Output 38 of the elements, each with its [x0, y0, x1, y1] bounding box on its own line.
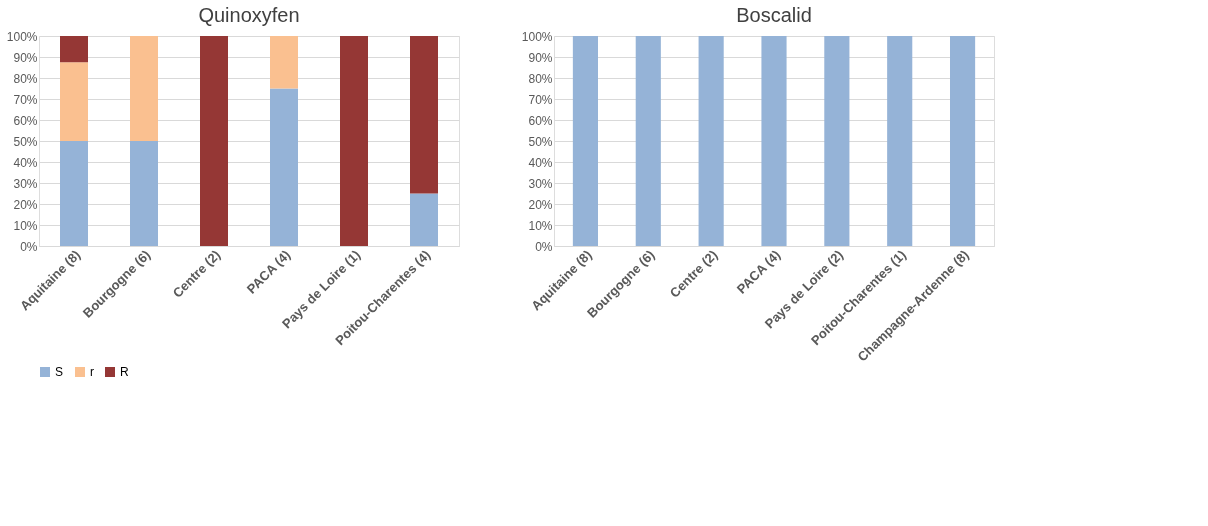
y-tick-label: 100% — [6, 29, 38, 44]
legend-label: R — [120, 365, 129, 379]
y-tick-label: 40% — [13, 155, 38, 170]
y-tick-label: 30% — [528, 176, 553, 191]
bar — [200, 36, 228, 246]
y-tick-label: 20% — [528, 197, 553, 212]
chart-title: Quinoxyfen — [198, 4, 300, 26]
bar — [60, 62, 88, 141]
bar — [340, 36, 368, 246]
y-tick-label: 60% — [528, 113, 553, 128]
chart-title: Boscalid — [736, 4, 812, 26]
y-tick-label: 80% — [13, 71, 38, 86]
y-tick-label: 50% — [528, 134, 553, 149]
y-tick-label: 10% — [528, 218, 553, 233]
y-tick-label: 40% — [528, 155, 553, 170]
bar — [130, 36, 158, 141]
y-tick-label: 60% — [13, 113, 38, 128]
bar — [60, 36, 88, 63]
legend-label: S — [55, 365, 64, 379]
y-tick-label: 0% — [535, 239, 553, 254]
y-tick-label: 10% — [13, 218, 38, 233]
y-tick-label: 0% — [20, 239, 38, 254]
y-tick-label: 80% — [528, 71, 553, 86]
y-tick-label: 20% — [13, 197, 38, 212]
bar — [60, 141, 88, 246]
y-tick-label: 70% — [528, 92, 553, 107]
bar — [270, 36, 298, 89]
bar — [410, 193, 438, 246]
bar — [130, 141, 158, 246]
y-tick-label: 50% — [13, 134, 38, 149]
y-tick-label: 90% — [528, 50, 553, 65]
y-tick-label: 100% — [521, 29, 553, 44]
legend-label: r — [90, 365, 94, 379]
y-tick-label: 30% — [13, 176, 38, 191]
bar — [410, 36, 438, 194]
y-tick-label: 90% — [13, 50, 38, 65]
bar — [270, 88, 298, 246]
y-tick-label: 70% — [13, 92, 38, 107]
